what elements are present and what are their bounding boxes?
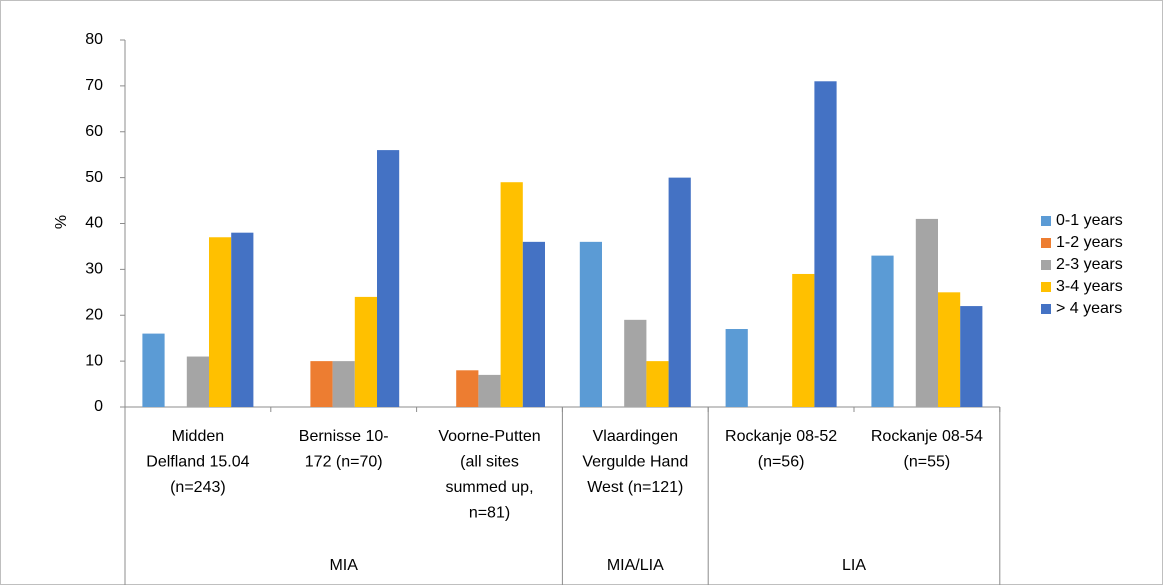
x-tick-label: (n=243) xyxy=(170,479,226,496)
x-tick-label: 172 (n=70) xyxy=(305,454,383,471)
x-tick-label: Rockanje 08-54 xyxy=(871,428,983,445)
bar xyxy=(938,292,961,407)
bar xyxy=(792,273,815,407)
bar xyxy=(332,361,355,407)
legend-label: > 4 years xyxy=(1056,300,1122,317)
bar xyxy=(142,333,165,407)
bar xyxy=(377,150,400,407)
x-tick-label: (all sites xyxy=(460,454,519,471)
bar xyxy=(310,361,333,407)
legend-swatch xyxy=(1041,304,1051,314)
y-tick-label: 60 xyxy=(85,123,103,140)
y-tick-label: 30 xyxy=(85,261,103,278)
y-tick-label: 10 xyxy=(85,352,103,369)
bar xyxy=(668,177,691,407)
legend-label: 1-2 years xyxy=(1056,234,1123,251)
x-tick-label: (n=56) xyxy=(758,454,805,471)
legend-label: 3-4 years xyxy=(1056,278,1123,295)
y-tick-label: 0 xyxy=(94,398,103,415)
x-tick-label: (n=55) xyxy=(904,454,951,471)
group-label: MIA/LIA xyxy=(607,557,664,574)
legend-label: 0-1 years xyxy=(1056,212,1123,229)
x-tick-label: Vlaardingen xyxy=(593,428,678,445)
legend-swatch xyxy=(1041,282,1051,292)
bar xyxy=(522,241,545,407)
bar xyxy=(500,182,523,407)
legend-label: 2-3 years xyxy=(1056,256,1123,273)
x-tick-label: Vergulde Hand xyxy=(582,454,688,471)
y-tick-label: 80 xyxy=(85,31,103,48)
bar xyxy=(814,81,837,407)
y-tick-label: 50 xyxy=(85,169,103,186)
x-tick-label: Bernisse 10- xyxy=(299,428,389,445)
bar xyxy=(209,237,232,407)
x-tick-label: Voorne-Putten xyxy=(438,428,540,445)
bar xyxy=(579,241,602,407)
bar xyxy=(478,374,501,407)
bar xyxy=(456,370,479,407)
legend-swatch xyxy=(1041,238,1051,248)
y-tick-label: 70 xyxy=(85,77,103,94)
x-tick-label: West (n=121) xyxy=(587,479,683,496)
x-tick-label: Midden xyxy=(172,428,224,445)
legend-swatch xyxy=(1041,216,1051,226)
x-tick-label: n=81) xyxy=(469,505,510,522)
bar xyxy=(354,296,377,407)
bar xyxy=(725,329,748,407)
y-axis-label: % xyxy=(53,215,70,229)
bar xyxy=(871,255,894,407)
bar xyxy=(646,361,669,407)
y-tick-label: 20 xyxy=(85,306,103,323)
bar xyxy=(231,232,254,407)
x-tick-label: summed up, xyxy=(445,479,533,496)
x-tick-label: Delfland 15.04 xyxy=(146,454,249,471)
legend-swatch xyxy=(1041,260,1051,270)
bar xyxy=(960,306,983,407)
bar xyxy=(186,356,209,407)
group-label: MIA xyxy=(329,557,358,574)
x-tick-label: Rockanje 08-52 xyxy=(725,428,837,445)
group-label: LIA xyxy=(842,557,866,574)
bar xyxy=(624,319,647,407)
y-tick-label: 40 xyxy=(85,215,103,232)
bar xyxy=(915,218,938,407)
